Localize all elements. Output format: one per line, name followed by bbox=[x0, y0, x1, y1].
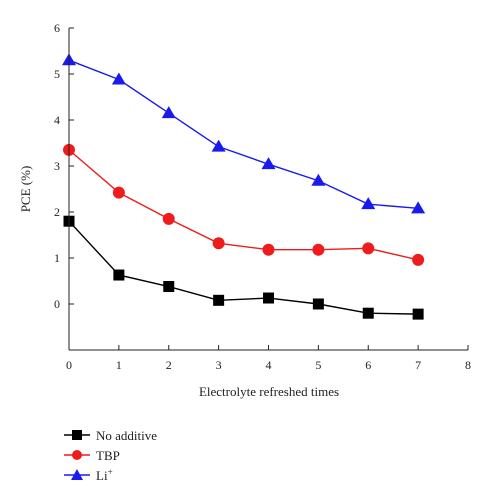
x-tick-label: 3 bbox=[216, 358, 222, 372]
data-point-tbp bbox=[412, 253, 425, 266]
data-point-tbp bbox=[112, 186, 125, 199]
y-tick-label: 2 bbox=[54, 205, 60, 219]
x-axis-title: Electrolyte refreshed times bbox=[199, 384, 339, 399]
data-point-no-additive bbox=[263, 292, 274, 304]
data-point-li bbox=[311, 173, 326, 186]
data-point-no-additive bbox=[163, 281, 175, 293]
y-ticks: 0 1 2 3 4 5 6 bbox=[54, 21, 74, 311]
x-tick-label: 0 bbox=[66, 358, 72, 372]
x-tick-label: 8 bbox=[465, 358, 471, 372]
series-line-li bbox=[68, 59, 419, 210]
legend-item-li: Li+ bbox=[64, 467, 113, 483]
legend-label-no-additive: No additive bbox=[96, 428, 157, 443]
legend-label-li: Li+ bbox=[96, 467, 113, 483]
data-point-tbp bbox=[262, 243, 275, 256]
x-tick-label: 2 bbox=[166, 358, 172, 372]
legend-marker-circle-icon bbox=[72, 450, 82, 460]
legend-label-tbp: TBP bbox=[96, 448, 120, 463]
legend: No additive TBP Li+ bbox=[64, 428, 157, 483]
y-tick-label: 1 bbox=[54, 251, 60, 265]
plot-marks bbox=[62, 53, 426, 320]
y-tick-label: 4 bbox=[54, 113, 60, 127]
series-line-tbp bbox=[68, 149, 419, 261]
y-axis-title: PCE (%) bbox=[18, 166, 33, 213]
y-tick-label: 6 bbox=[54, 21, 60, 35]
legend-marker-square-icon bbox=[72, 430, 82, 440]
x-ticks: 0 1 2 3 4 5 6 7 8 bbox=[66, 345, 471, 372]
data-point-tbp bbox=[162, 212, 175, 225]
data-point-tbp bbox=[362, 242, 375, 255]
data-point-tbp bbox=[212, 237, 225, 250]
data-point-li bbox=[411, 201, 426, 214]
data-point-li bbox=[361, 197, 376, 210]
legend-label-li-superscript: + bbox=[108, 467, 113, 477]
series-line-no-additive bbox=[68, 220, 419, 315]
x-tick-label: 7 bbox=[415, 358, 421, 372]
data-point-li bbox=[261, 157, 276, 170]
data-point-no-additive bbox=[312, 298, 324, 310]
data-point-tbp bbox=[312, 243, 325, 256]
x-tick-label: 6 bbox=[365, 358, 371, 372]
data-point-no-additive bbox=[362, 307, 374, 319]
x-tick-label: 4 bbox=[266, 358, 272, 372]
data-point-li bbox=[111, 72, 126, 85]
legend-item-tbp: TBP bbox=[64, 448, 120, 463]
x-tick-label: 5 bbox=[315, 358, 321, 372]
legend-label-li-base: Li bbox=[96, 468, 108, 483]
data-point-no-additive bbox=[113, 269, 125, 281]
data-point-no-additive bbox=[213, 294, 225, 306]
data-point-li bbox=[211, 139, 226, 152]
y-tick-label: 5 bbox=[54, 67, 60, 81]
legend-marker-triangle-icon bbox=[71, 469, 83, 480]
y-tick-label: 0 bbox=[54, 297, 60, 311]
data-point-li bbox=[161, 106, 176, 119]
legend-item-no-additive: No additive bbox=[64, 428, 157, 443]
y-tick-label: 3 bbox=[54, 159, 60, 173]
data-point-no-additive bbox=[412, 308, 424, 320]
x-tick-label: 1 bbox=[116, 358, 122, 372]
